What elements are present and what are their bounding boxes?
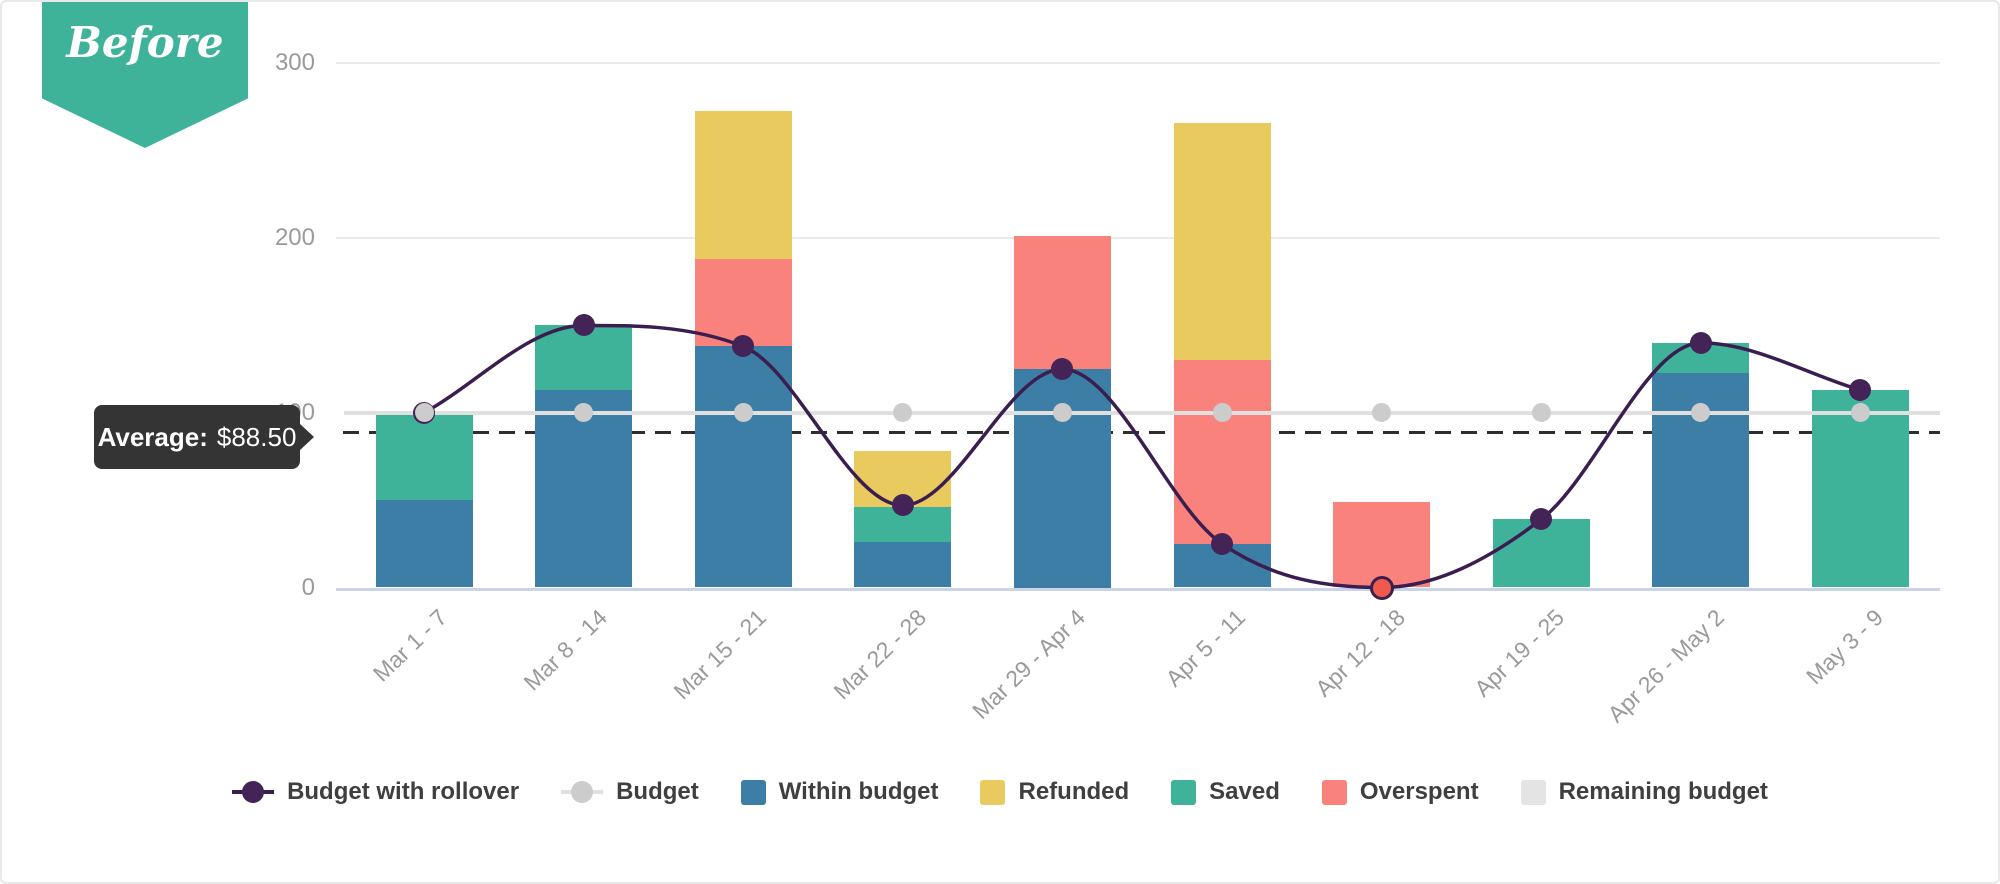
legend-item-within-budget[interactable]: Within budget	[740, 778, 939, 806]
budget-point[interactable]	[1372, 403, 1392, 423]
average-tooltip-value: $88.50	[216, 421, 297, 452]
legend-label: Within budget	[778, 778, 939, 805]
budget-point[interactable]	[733, 403, 753, 423]
x-axis-baseline	[336, 587, 1940, 591]
budget-point[interactable]	[1052, 403, 1072, 423]
legend-item-refunded[interactable]: Refunded	[980, 778, 1129, 806]
budget-point[interactable]	[574, 403, 594, 423]
legend-label: Budget	[616, 778, 699, 805]
legend-square-swatch	[1520, 779, 1546, 805]
tooltip-arrow-icon	[299, 423, 314, 451]
rollover-line	[423, 323, 1861, 590]
bar-segment-overspent[interactable]	[694, 259, 792, 347]
gridline	[336, 237, 1940, 240]
budget-point[interactable]	[1850, 403, 1870, 423]
rollover-point[interactable]	[732, 335, 755, 358]
bar-segment-refunded[interactable]	[1173, 122, 1271, 361]
budget-point[interactable]	[1531, 403, 1551, 423]
legend-label: Budget with rollover	[287, 778, 520, 805]
legend-item-saved[interactable]: Saved	[1171, 778, 1280, 806]
bar-segment-overspent[interactable]	[1333, 501, 1431, 588]
bar-segment-within-budget[interactable]	[854, 542, 952, 588]
legend-square-swatch	[740, 779, 766, 805]
budget-point[interactable]	[1691, 403, 1711, 423]
legend-dot-swatch	[242, 781, 265, 803]
legend-square-swatch	[1321, 779, 1347, 805]
legend-square-swatch	[980, 779, 1006, 805]
bar-segment-within-budget[interactable]	[694, 346, 792, 588]
legend-label: Remaining budget	[1558, 778, 1768, 805]
bar-segment-within-budget[interactable]	[375, 500, 473, 588]
legend-label: Refunded	[1018, 778, 1130, 805]
legend-item-overspent[interactable]: Overspent	[1321, 778, 1479, 806]
bar-segment-refunded[interactable]	[694, 110, 792, 260]
rollover-point[interactable]	[1530, 508, 1553, 531]
legend-line-dot-icon	[232, 781, 275, 803]
bar-segment-overspent[interactable]	[1173, 360, 1271, 544]
legend-item-budget[interactable]: Budget	[561, 778, 699, 806]
bar-segment-overspent[interactable]	[1013, 236, 1111, 370]
legend-square-swatch	[1171, 779, 1197, 805]
rollover-point[interactable]	[1211, 532, 1233, 555]
budget-point[interactable]	[893, 403, 913, 423]
y-axis-tick-label: 0	[301, 573, 315, 601]
legend-item-remaining-budget[interactable]: Remaining budget	[1520, 778, 1768, 806]
before-ribbon-label: Before	[66, 18, 224, 67]
average-tooltip-label: Average:	[97, 421, 208, 452]
legend-dot-swatch	[571, 781, 594, 803]
chart-legend: Budget with rollover Budget Within budget R…	[2, 772, 1998, 812]
rollover-point[interactable]	[1849, 379, 1872, 402]
legend-label: Saved	[1209, 778, 1280, 805]
average-tooltip: Average: $88.50	[94, 405, 314, 469]
legend-line-dot-icon	[561, 781, 604, 803]
legend-item-budget-with-rollover[interactable]: Budget with rollover	[232, 778, 519, 806]
rollover-point[interactable]	[1689, 331, 1712, 354]
y-axis-tick-label: 200	[274, 224, 315, 252]
legend-label: Overspent	[1359, 778, 1479, 805]
rollover-point[interactable]	[1051, 358, 1074, 381]
gridline	[336, 62, 1940, 65]
rollover-point[interactable]	[891, 494, 914, 517]
bar-segment-within-budget[interactable]	[1013, 369, 1111, 588]
bar-segment-saved[interactable]	[375, 412, 473, 501]
budget-point[interactable]	[414, 403, 434, 423]
rollover-point[interactable]	[572, 314, 595, 337]
budget-point[interactable]	[1212, 403, 1232, 423]
y-axis-tick-label: 300	[274, 49, 315, 77]
rollover-point[interactable]	[1369, 575, 1394, 600]
